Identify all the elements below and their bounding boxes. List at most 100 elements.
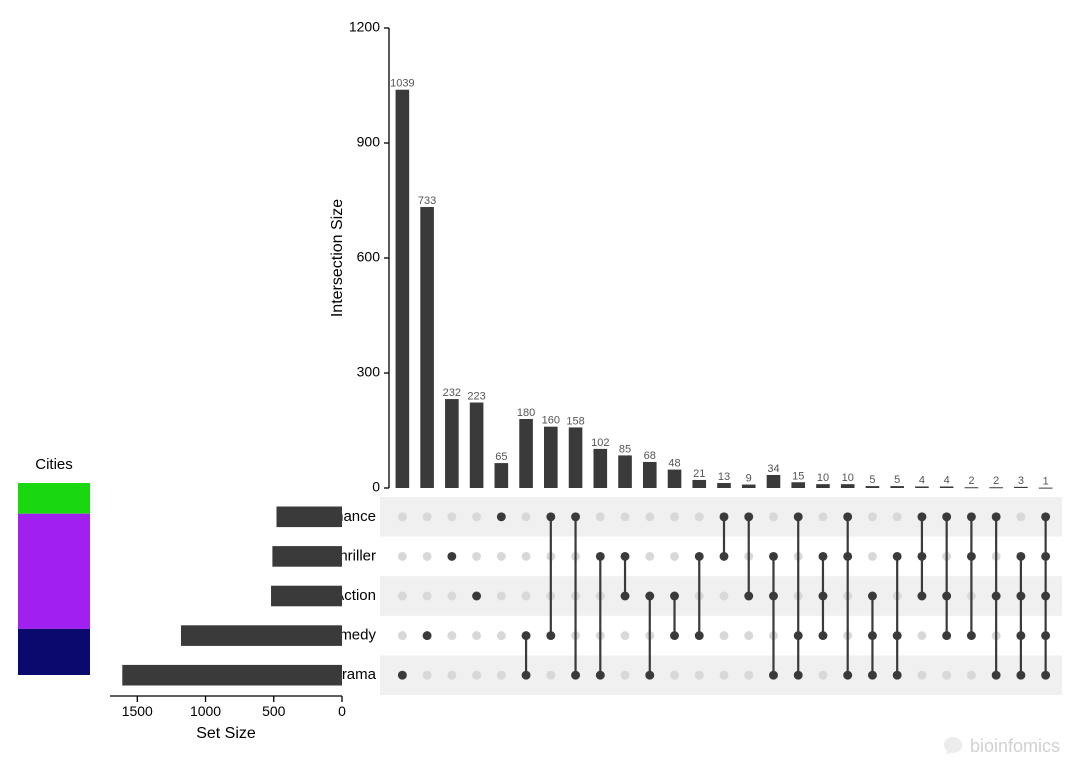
intersection-bar [445, 399, 459, 488]
setsize-bar [122, 665, 342, 686]
setsize-bar [271, 586, 342, 607]
matrix-dot [497, 552, 506, 561]
intersection-bar-label: 15 [792, 470, 804, 482]
matrix-dot [670, 671, 679, 680]
y-axis-title: Intersection Size [329, 199, 346, 317]
matrix-dot [497, 671, 506, 680]
intersection-bar-label: 21 [693, 468, 705, 480]
matrix-dot [917, 671, 926, 680]
matrix-dot [423, 671, 432, 680]
matrix-dot [398, 592, 407, 601]
setsize-tick-label: 1500 [122, 703, 153, 719]
matrix-dot [497, 592, 506, 601]
upset-plot: RomanceThrillerActionComedyDrama03006009… [0, 0, 1080, 772]
setsize-bar [272, 546, 342, 567]
setsize-tick-label: 0 [338, 703, 346, 719]
matrix-dot [497, 631, 506, 640]
setsize-tick-label: 500 [262, 703, 286, 719]
intersection-bar-label: 48 [668, 458, 680, 470]
matrix-dot [546, 671, 555, 680]
matrix-dot [423, 592, 432, 601]
matrix-dot [472, 512, 481, 521]
watermark-text: bioinfomics [970, 736, 1060, 757]
intersection-bar-label: 102 [591, 437, 609, 449]
matrix-dot [917, 631, 926, 640]
matrix-dot [868, 552, 877, 561]
matrix-dot [522, 552, 531, 561]
intersection-bar-label: 10 [842, 472, 854, 484]
intersection-bar-label: 160 [542, 415, 560, 427]
intersection-bar [593, 449, 607, 488]
intersection-bar [668, 470, 682, 488]
matrix-dot [447, 512, 456, 521]
matrix-dot [695, 671, 704, 680]
matrix-dot [423, 512, 432, 521]
matrix-dot [819, 671, 828, 680]
intersection-bar-label: 2 [968, 475, 974, 487]
stacked-segment [18, 483, 90, 514]
y-tick-label: 600 [357, 249, 381, 265]
intersection-bar [569, 427, 583, 488]
intersection-bar [890, 486, 904, 488]
matrix-dot [596, 512, 605, 521]
matrix-dot [1016, 512, 1025, 521]
intersection-bar [544, 427, 558, 488]
intersection-bar-label: 2 [993, 475, 999, 487]
setsize-tick-label: 1000 [190, 703, 221, 719]
intersection-bar [915, 486, 929, 488]
matrix-dot [423, 631, 432, 640]
intersection-bar-label: 85 [619, 443, 631, 455]
matrix-dot [621, 671, 630, 680]
matrix-dot [744, 631, 753, 640]
matrix-dot [497, 512, 506, 521]
intersection-bar [742, 485, 756, 488]
intersection-bar [618, 455, 632, 488]
matrix-dot [868, 512, 877, 521]
matrix-dot [670, 552, 679, 561]
y-tick-label: 300 [357, 364, 381, 380]
matrix-dot [695, 512, 704, 521]
y-tick-label: 0 [372, 479, 380, 495]
matrix-dot [645, 512, 654, 521]
intersection-bar-label: 733 [418, 195, 436, 207]
intersection-bar-label: 158 [566, 415, 584, 427]
intersection-bar [470, 403, 484, 488]
matrix-dot [670, 512, 679, 521]
intersection-bar-label: 9 [746, 473, 752, 485]
intersection-bar-label: 65 [495, 451, 507, 463]
intersection-bar-label: 34 [767, 463, 779, 475]
matrix-dot [819, 512, 828, 521]
matrix-dot [744, 671, 753, 680]
matrix-dot [645, 552, 654, 561]
intersection-bar [866, 486, 880, 488]
matrix-dot [769, 512, 778, 521]
intersection-bar-label: 232 [443, 387, 461, 399]
matrix-dot [472, 592, 481, 601]
intersection-bar [717, 483, 731, 488]
intersection-bar-label: 180 [517, 407, 535, 419]
watermark: bioinfomics [942, 735, 1060, 757]
matrix-dot [447, 592, 456, 601]
matrix-dot [720, 631, 729, 640]
intersection-bar-label: 1 [1043, 476, 1049, 488]
y-tick-label: 900 [357, 134, 381, 150]
setsize-bar [181, 625, 342, 646]
matrix-dot [447, 631, 456, 640]
intersection-bar [816, 484, 830, 488]
intersection-bar-label: 1039 [390, 78, 414, 90]
matrix-dot [398, 552, 407, 561]
intersection-bar-label: 68 [644, 450, 656, 462]
stacked-segment [18, 629, 90, 675]
intersection-bar [1014, 487, 1028, 488]
matrix-dot [398, 631, 407, 640]
chat-bubble-icon [942, 735, 964, 757]
matrix-dot [398, 671, 407, 680]
matrix-dot [893, 512, 902, 521]
intersection-bar [940, 486, 954, 488]
matrix-dot [621, 512, 630, 521]
matrix-dot [522, 512, 531, 521]
setsize-axis-title: Set Size [196, 725, 256, 742]
intersection-bar [692, 480, 706, 488]
intersection-bar [643, 462, 657, 488]
matrix-dot [447, 552, 456, 561]
